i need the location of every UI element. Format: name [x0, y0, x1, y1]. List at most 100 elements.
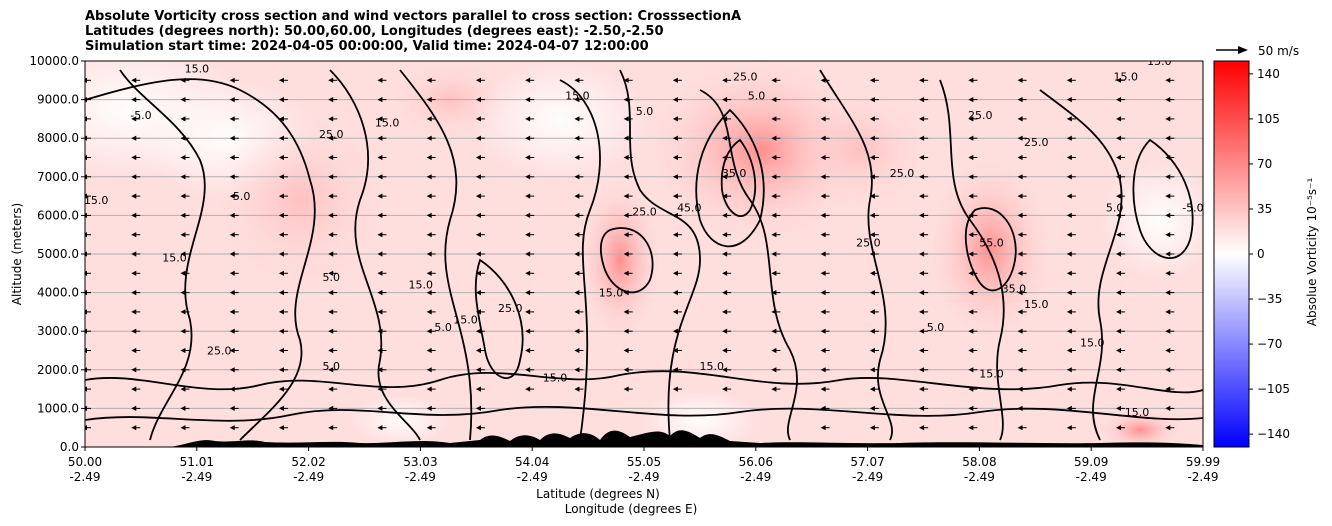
wind-vector: [525, 212, 535, 218]
contour-label: 5.0: [748, 90, 766, 103]
wind-vector: [131, 251, 141, 257]
wind-vector: [1116, 328, 1126, 334]
x-tick-label-lon: -2.49: [405, 470, 436, 484]
wind-vector: [525, 386, 535, 392]
contour-label: -5.0: [1182, 202, 1203, 215]
contour-label: 15.0: [84, 194, 109, 207]
wind-vector: [377, 270, 387, 276]
wind-vector: [1066, 425, 1076, 431]
wind-vector: [869, 116, 879, 122]
wind-vector: [229, 367, 239, 373]
terrain-orography: [85, 430, 1203, 447]
wind-vector: [574, 193, 584, 199]
wind-vector: [1066, 347, 1076, 354]
wind-vector: [475, 77, 485, 83]
wind-vector: [180, 425, 190, 431]
wind-vector: [820, 154, 830, 161]
wind-vector: [229, 193, 239, 199]
wind-vector: [623, 193, 633, 199]
wind-vector: [180, 232, 190, 238]
colorbar-tick-label: 35: [1257, 202, 1272, 216]
wind-vector: [377, 212, 387, 218]
wind-vector: [426, 135, 436, 141]
wind-vector: [131, 97, 141, 103]
wind-vector: [229, 97, 239, 103]
wind-vector: [672, 347, 682, 354]
colorbar-tick-label: 105: [1257, 112, 1280, 126]
wind-vector: [1066, 116, 1076, 122]
wind-vector: [1165, 193, 1175, 199]
wind-vector: [968, 290, 978, 296]
wind-vector: [426, 232, 436, 238]
wind-vector: [919, 154, 929, 161]
wind-vector: [1066, 77, 1076, 83]
wind-vector: [1017, 405, 1027, 411]
wind-vector: [574, 290, 584, 296]
wind-vector: [771, 251, 781, 257]
wind-vector: [229, 174, 239, 180]
wind-vector: [574, 251, 584, 257]
wind-vector: [328, 405, 338, 411]
wind-vector: [574, 97, 584, 103]
wind-vector: [574, 270, 584, 276]
wind-vector: [426, 290, 436, 296]
y-tick-label: 6000.0: [37, 208, 79, 222]
wind-vector: [426, 347, 436, 354]
wind-vector: [131, 347, 141, 354]
wind-vector: [1116, 174, 1126, 180]
contour-label: 25.0: [1024, 136, 1049, 149]
wind-vector: [574, 367, 584, 373]
wind-vector: [278, 425, 288, 431]
y-axis-ticks: 0.0 1000.0 2000.0 3000.0 4000.0 5000.0 6000.0 7…: [29, 54, 85, 454]
wind-vector: [771, 232, 781, 238]
wind-vector: [968, 328, 978, 334]
contour-label: 15.0: [408, 279, 433, 292]
wind-vector: [968, 77, 978, 83]
wind-vector: [525, 77, 535, 83]
wind-vector: [968, 97, 978, 103]
colorbar-tick-label: 140: [1257, 67, 1280, 81]
wind-vector: [919, 116, 929, 122]
wind-vector: [820, 97, 830, 103]
wind-vector: [722, 251, 732, 257]
wind-vector: [574, 135, 584, 141]
wind-vector: [525, 367, 535, 373]
wind-vector: [623, 154, 633, 161]
colorbar: [1213, 60, 1250, 448]
wind-vector: [475, 174, 485, 180]
wind-vector: [1116, 347, 1126, 354]
wind-vector: [1066, 405, 1076, 411]
wind-vector: [820, 251, 830, 257]
y-tick-label: 10000.0: [29, 54, 79, 68]
wind-vector: [672, 290, 682, 296]
wind-vector: [672, 174, 682, 180]
wind-vector: [574, 116, 584, 122]
wind-vector: [771, 193, 781, 199]
y-tick-label: 7000.0: [37, 170, 79, 184]
chart-title: Absolute Vorticity cross section and win…: [85, 9, 741, 54]
wind-vector: [180, 174, 190, 180]
wind-vector: [820, 328, 830, 334]
wind-vector: [623, 116, 633, 122]
x-tick-label-lat: 53.03: [403, 455, 437, 469]
wind-vector: [1165, 251, 1175, 257]
wind-vector: [1165, 386, 1175, 392]
wind-vector: [722, 193, 732, 199]
wind-vector: [1017, 77, 1027, 83]
colorbar-tick-label: −140: [1257, 427, 1290, 441]
wind-vector: [722, 212, 732, 218]
wind-vector: [623, 97, 633, 103]
contour-label: 15.0: [699, 360, 724, 373]
wind-vector: [328, 212, 338, 218]
wind-vector: [426, 193, 436, 199]
wind-vector: [722, 97, 732, 103]
wind-vector: [919, 290, 929, 296]
wind-vector: [426, 405, 436, 411]
wind-vector: [131, 232, 141, 238]
wind-vector: [869, 270, 879, 276]
wind-vector: [1165, 367, 1175, 373]
wind-vector: [820, 77, 830, 83]
wind-vector: [623, 270, 633, 276]
wind-vector: [1116, 154, 1126, 161]
wind-vector: [328, 328, 338, 334]
